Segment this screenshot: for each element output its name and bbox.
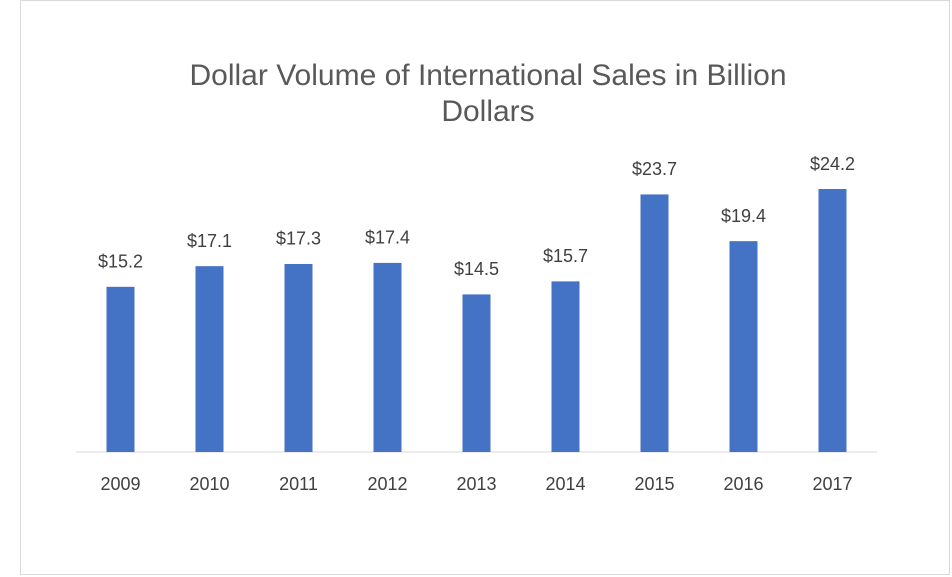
bar <box>729 241 758 452</box>
data-label: $24.2 <box>810 154 855 174</box>
data-label: $17.1 <box>187 231 232 251</box>
bar <box>373 262 402 452</box>
data-label: $19.4 <box>721 206 766 226</box>
x-tick-label: 2011 <box>279 474 318 494</box>
bar <box>106 286 135 452</box>
data-label: $17.4 <box>365 228 410 248</box>
x-tick-label: 2016 <box>723 474 763 494</box>
x-tick-label: 2014 <box>545 474 585 494</box>
chart-title: Dollar Volume of International Sales in … <box>189 59 787 128</box>
x-tick-label: 2017 <box>812 474 852 494</box>
bar <box>818 189 847 452</box>
chart-frame <box>20 0 950 575</box>
x-tick-label: 2010 <box>189 474 229 494</box>
bar <box>284 263 313 452</box>
x-tick-label: 2012 <box>367 474 407 494</box>
bar <box>195 266 224 452</box>
x-tick-label: 2013 <box>456 474 496 494</box>
data-label: $17.3 <box>276 229 321 249</box>
data-label: $23.7 <box>632 159 677 179</box>
bar <box>462 294 491 452</box>
bar <box>551 281 580 452</box>
x-tick-label: 2015 <box>634 474 674 494</box>
data-label: $15.2 <box>98 252 143 272</box>
bar <box>640 194 669 452</box>
data-label: $15.7 <box>543 246 588 266</box>
x-tick-label: 2009 <box>100 474 140 494</box>
data-label: $14.5 <box>454 259 499 279</box>
